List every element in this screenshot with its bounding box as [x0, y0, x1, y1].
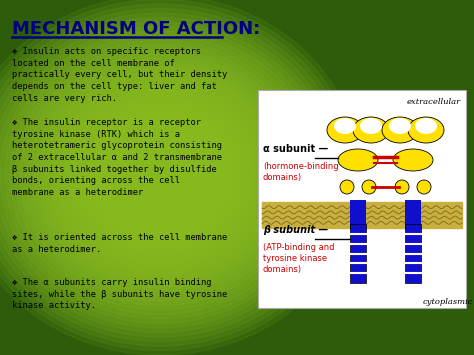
- Ellipse shape: [10, 40, 310, 310]
- Ellipse shape: [395, 180, 409, 194]
- Ellipse shape: [408, 117, 444, 143]
- Ellipse shape: [0, 31, 320, 319]
- Ellipse shape: [338, 149, 378, 171]
- Ellipse shape: [0, 22, 330, 328]
- Text: (hormone-binding
domains): (hormone-binding domains): [263, 162, 338, 182]
- Ellipse shape: [362, 180, 376, 194]
- Ellipse shape: [360, 118, 382, 134]
- Bar: [405, 224, 421, 283]
- Text: ❖ The insulin receptor is a receptor
tyrosine kinase (RTK) which is a
heterotetr: ❖ The insulin receptor is a receptor tyr…: [12, 118, 222, 197]
- Ellipse shape: [0, 4, 350, 346]
- Ellipse shape: [327, 117, 363, 143]
- Ellipse shape: [20, 49, 300, 301]
- Ellipse shape: [417, 180, 431, 194]
- Text: β subunit —: β subunit —: [263, 225, 328, 235]
- Bar: [262, 202, 462, 228]
- Ellipse shape: [415, 118, 437, 134]
- Ellipse shape: [0, 0, 360, 355]
- Ellipse shape: [0, 0, 355, 350]
- Bar: [258, 90, 466, 308]
- Text: α subunit —: α subunit —: [263, 144, 328, 154]
- Text: ❖ It is oriented across the cell membrane
as a heterodimer.: ❖ It is oriented across the cell membran…: [12, 233, 227, 254]
- Bar: [350, 200, 366, 230]
- Ellipse shape: [0, 27, 325, 323]
- Ellipse shape: [0, 13, 340, 337]
- Ellipse shape: [393, 149, 433, 171]
- Bar: [350, 224, 366, 283]
- Ellipse shape: [30, 58, 290, 292]
- Text: (ATP-binding and
tyrosine kinase
domains): (ATP-binding and tyrosine kinase domains…: [263, 243, 335, 274]
- Ellipse shape: [389, 118, 411, 134]
- Text: MECHANISM OF ACTION:: MECHANISM OF ACTION:: [12, 20, 260, 38]
- Ellipse shape: [35, 62, 285, 288]
- Text: cytoplasmic: cytoplasmic: [423, 298, 474, 306]
- Text: ❖ The α subunits carry insulin binding
sites, while the β subunits have tyrosine: ❖ The α subunits carry insulin binding s…: [12, 278, 227, 310]
- Ellipse shape: [0, 9, 345, 342]
- Ellipse shape: [25, 54, 295, 296]
- Text: ❖ Insulin acts on specific receptors
located on the cell membrane of
practically: ❖ Insulin acts on specific receptors loc…: [12, 47, 227, 103]
- Ellipse shape: [334, 118, 356, 134]
- Bar: [405, 200, 421, 230]
- Ellipse shape: [15, 44, 305, 306]
- Ellipse shape: [353, 117, 389, 143]
- Ellipse shape: [0, 17, 335, 333]
- Ellipse shape: [382, 117, 418, 143]
- Ellipse shape: [5, 36, 315, 315]
- Ellipse shape: [340, 180, 354, 194]
- Text: extracellular: extracellular: [407, 98, 461, 106]
